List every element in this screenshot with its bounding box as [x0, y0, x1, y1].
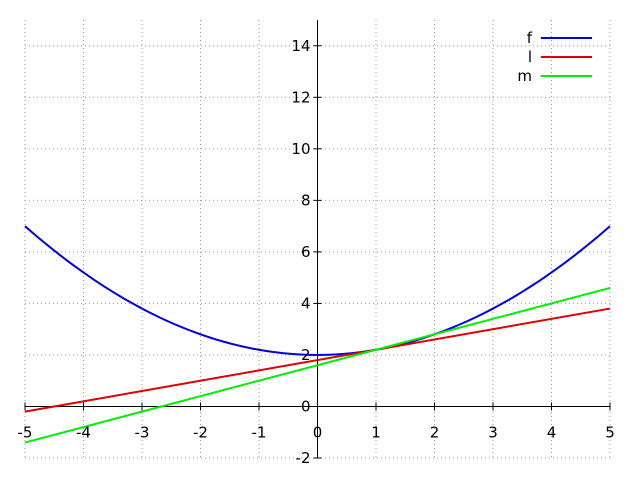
- y-tick-label: 10: [291, 140, 310, 158]
- series-line-m: [24, 286, 611, 444]
- series-lines: [24, 225, 611, 444]
- y-tick-label: 6: [301, 243, 311, 261]
- y-tick-label: -2: [296, 449, 311, 467]
- legend-label-l: l: [528, 48, 532, 66]
- x-tick-label: -5: [18, 423, 33, 441]
- y-tick-label: 8: [301, 191, 311, 209]
- x-tick-label: 3: [488, 423, 498, 441]
- legend-label-f: f: [527, 29, 533, 47]
- series-line-l: [24, 307, 611, 413]
- x-tick-label: 1: [371, 423, 381, 441]
- x-tick-label: 0: [313, 423, 323, 441]
- y-tick-label: 14: [291, 37, 310, 55]
- legend: flm: [517, 29, 592, 85]
- x-tick-label: -2: [193, 423, 208, 441]
- x-tick-label: 5: [605, 423, 615, 441]
- y-tick-label: 2: [301, 346, 311, 364]
- x-tick-label: 2: [430, 423, 440, 441]
- axes: [24, 20, 611, 459]
- y-tick-label: 4: [301, 294, 311, 312]
- series-line-f: [24, 225, 611, 356]
- y-tick-label: 12: [291, 88, 310, 106]
- x-tick-label: -4: [76, 423, 91, 441]
- x-tick-label: 4: [547, 423, 557, 441]
- x-tick-label: -1: [252, 423, 267, 441]
- legend-label-m: m: [517, 67, 532, 85]
- y-tick-label: 0: [301, 397, 311, 415]
- x-tick-label: -3: [135, 423, 150, 441]
